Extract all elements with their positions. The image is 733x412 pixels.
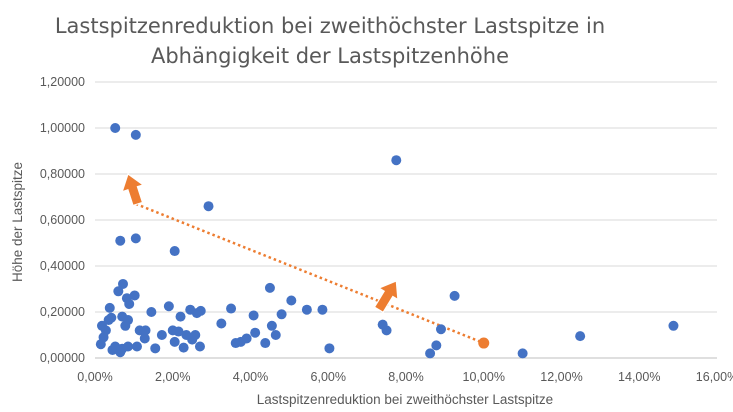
data-point <box>104 302 115 313</box>
data-point <box>286 295 297 306</box>
data-point <box>139 333 150 344</box>
y-tick-label: 0,20000 <box>40 305 85 319</box>
y-tick-label: 0,40000 <box>40 259 85 273</box>
data-point <box>391 155 402 166</box>
data-point <box>103 315 114 326</box>
data-point <box>130 129 141 140</box>
y-axis-ticks: 0,00000 0,20000 0,40000 0,60000 0,80000 1,000… <box>40 75 85 365</box>
x-tick-label: 14,00% <box>618 370 660 384</box>
data-point <box>517 348 528 359</box>
data-point <box>113 286 124 297</box>
data-point <box>435 324 446 335</box>
y-tick-label: 0,00000 <box>40 351 85 365</box>
data-point <box>117 278 128 289</box>
data-point <box>266 320 277 331</box>
data-point <box>140 325 151 336</box>
data-point <box>95 339 106 350</box>
data-point <box>169 246 180 257</box>
data-point <box>264 282 275 293</box>
x-tick-label: 10,00% <box>463 370 505 384</box>
data-point <box>190 330 201 340</box>
data-point <box>194 341 205 352</box>
data-point <box>226 303 237 314</box>
x-tick-label: 2,00% <box>155 370 190 384</box>
gridlines <box>95 81 717 313</box>
data-point <box>317 304 328 315</box>
data-point <box>449 290 460 301</box>
data-point <box>195 305 206 316</box>
chart-title-line-2: Abhängigkeit der Lastspitzenhöhe <box>151 44 509 68</box>
data-point <box>260 338 271 349</box>
data-point <box>130 233 141 244</box>
data-point <box>156 330 167 340</box>
data-point <box>110 123 121 133</box>
trend-line <box>135 202 485 345</box>
data-point <box>131 341 142 352</box>
data-point <box>203 201 214 212</box>
chart-title-line-1: Lastspitzenreduktion bei zweithöchster L… <box>55 14 605 38</box>
data-point <box>173 326 184 337</box>
x-tick-label: 16,00% <box>696 370 733 384</box>
x-tick-label: 6,00% <box>311 370 346 384</box>
x-tick-label: 8,00% <box>388 370 423 384</box>
y-tick-label: 1,20000 <box>40 75 85 89</box>
data-point <box>124 298 135 309</box>
annotation-arrow <box>373 280 399 314</box>
data-point <box>301 304 312 315</box>
x-tick-label: 4,00% <box>233 370 268 384</box>
highlight-point <box>478 337 490 349</box>
data-points <box>95 123 679 359</box>
x-tick-label: 0,00% <box>77 370 112 384</box>
data-point <box>115 235 126 246</box>
data-point <box>575 331 586 342</box>
data-point <box>163 301 174 312</box>
data-point <box>169 336 180 347</box>
data-point <box>178 342 189 353</box>
y-tick-label: 0,60000 <box>40 213 85 227</box>
y-axis-label: Höhe der Lastspitze <box>10 162 25 282</box>
data-point <box>120 320 131 331</box>
y-tick-label: 0,80000 <box>40 167 85 181</box>
data-point <box>150 343 161 354</box>
data-point <box>241 333 252 344</box>
data-point <box>216 318 227 329</box>
data-point <box>668 320 679 331</box>
x-axis-ticks: 0,00% 2,00% 4,00% 6,00% 8,00% 10,00% 12,00% 14,… <box>77 370 733 384</box>
data-point <box>175 311 186 322</box>
x-axis-label: Lastspitzenreduktion bei zweithöchster L… <box>257 392 553 407</box>
data-point <box>250 327 261 338</box>
data-point <box>123 341 134 352</box>
data-point <box>276 309 287 320</box>
data-point <box>129 290 140 301</box>
data-point <box>431 340 442 351</box>
data-point <box>381 325 392 336</box>
annotation-arrow <box>121 173 145 207</box>
data-point <box>270 330 281 340</box>
annotation-arrows <box>121 173 399 314</box>
data-point <box>146 307 157 317</box>
data-point <box>425 348 436 359</box>
data-point <box>324 343 335 354</box>
x-tick-label: 12,00% <box>540 370 582 384</box>
data-point <box>248 310 259 321</box>
y-tick-label: 1,00000 <box>40 121 85 135</box>
